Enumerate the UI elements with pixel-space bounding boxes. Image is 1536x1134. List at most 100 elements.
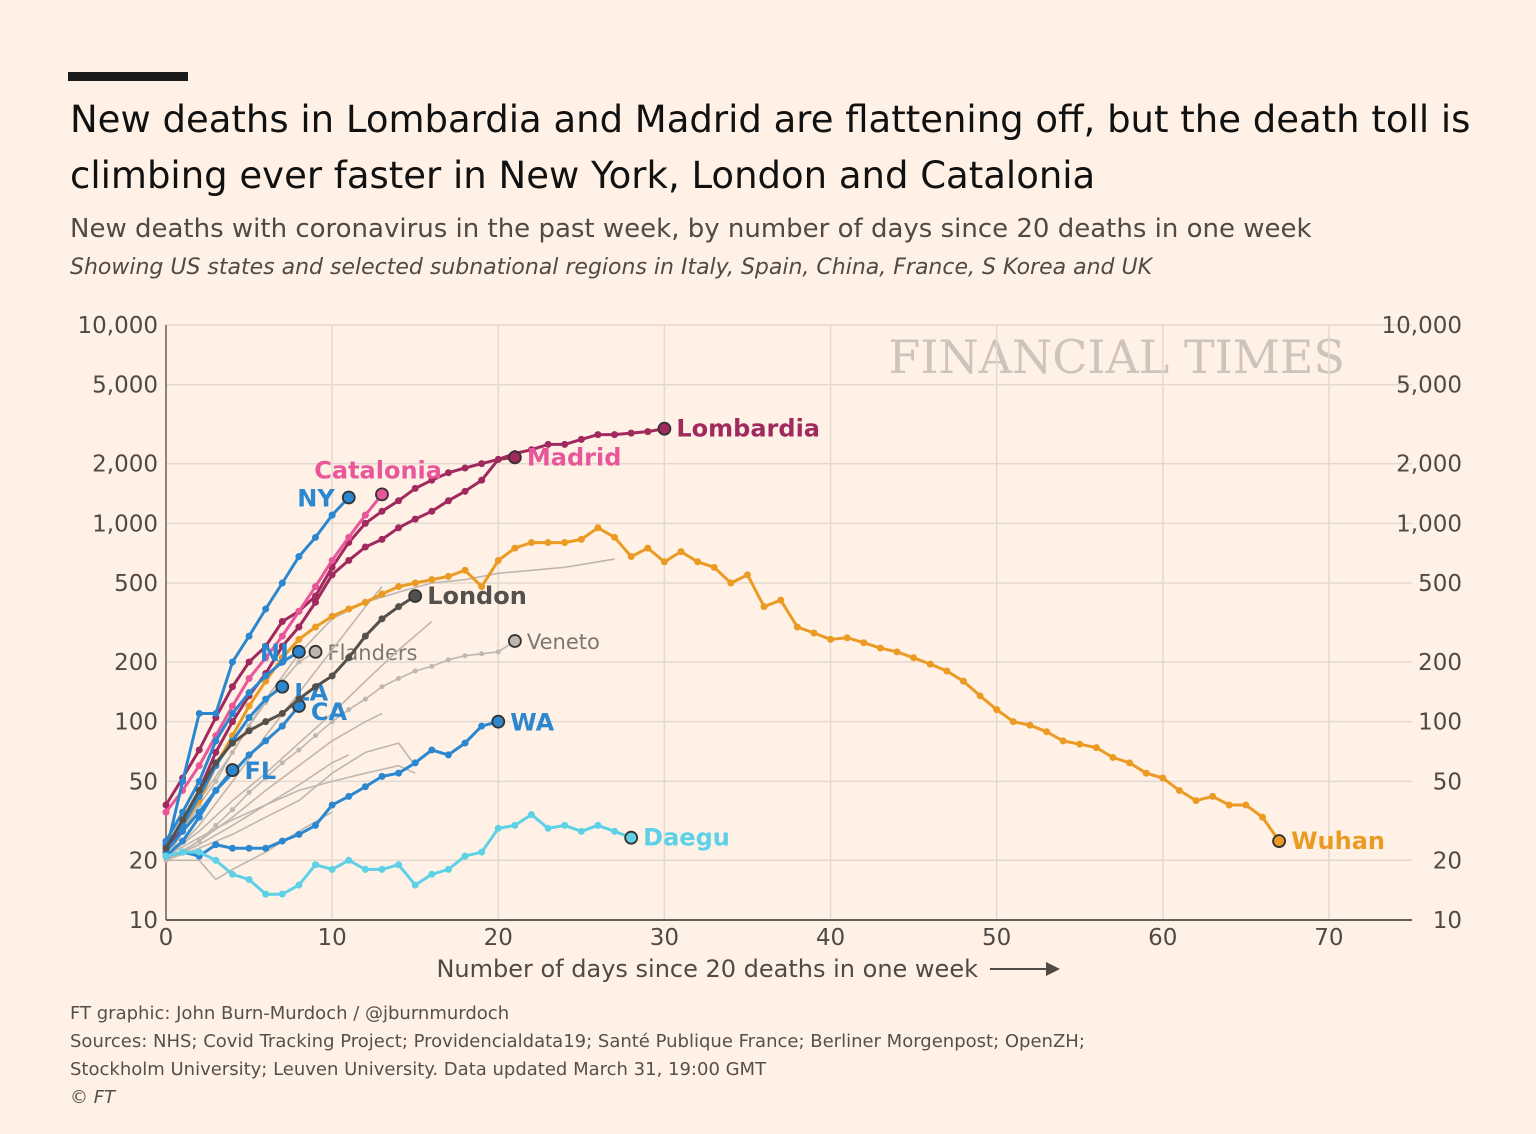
data-point [611,827,619,835]
data-point [213,778,219,784]
data-point [278,579,286,587]
data-point [577,435,585,443]
data-point [361,783,369,791]
data-point [1059,737,1067,745]
data-point [478,460,486,468]
series-line [165,754,350,857]
data-point [212,748,220,756]
series-fl: FL [162,757,276,860]
series-catalonia: Catalonia [162,456,442,816]
data-point [395,769,403,777]
data-point [346,707,352,713]
data-point [228,709,236,717]
data-point [295,695,303,703]
data-point [195,813,203,821]
data-point [478,848,486,856]
data-point [495,649,501,655]
series-end-marker [657,421,672,436]
series-label-lombardia: Lombardia [676,415,820,443]
gridlines [166,324,1412,921]
data-point [411,515,419,523]
data-point [312,623,320,631]
data-point [1009,718,1017,726]
data-point [212,786,220,794]
data-point [926,660,934,668]
series-line [165,813,632,896]
data-point [328,672,336,680]
y-tick-label-left: 50 [129,769,158,795]
x-tick-label: 30 [650,925,679,951]
series-wuhan: Wuhan [162,524,1385,855]
series-unlabelled [165,620,433,857]
data-point [1142,769,1150,777]
data-point [379,684,385,690]
data-point [494,556,502,564]
data-point [295,623,303,631]
data-point [228,739,236,747]
series-lombardia: Lombardia [162,415,820,856]
data-point [577,535,585,543]
series-line [165,620,433,857]
y-tick-label-right: 1,000 [1396,511,1462,537]
data-point [1209,792,1217,800]
series-end-marker [408,589,423,603]
data-point [727,579,735,587]
data-point [976,692,984,700]
data-point [827,635,835,643]
series-label-fl: FL [244,757,276,785]
data-point [793,623,801,631]
data-point [378,615,386,623]
data-point [295,881,303,889]
data-point [411,759,419,767]
data-point [328,612,336,620]
data-point [295,830,303,838]
data-point [262,695,270,703]
data-point [561,440,569,448]
series-unlabelled [165,742,416,862]
series-end-marker [225,763,240,777]
data-point [229,807,235,813]
data-point [959,677,967,685]
data-point [544,440,552,448]
y-tick-label-left: 20 [129,848,158,874]
data-point [710,563,718,571]
footer-credit: FT graphic: John Burn-Murdoch / @jburnmu… [70,1003,510,1024]
data-point [245,702,253,710]
series-flanders: Flanders [163,641,417,863]
data-point [312,533,320,541]
y-tick-label-right: 50 [1433,769,1462,795]
data-point [262,654,270,662]
data-point [511,544,519,552]
data-point [361,865,369,873]
data-point [594,821,602,829]
series-line [165,712,383,861]
series-line [165,764,416,862]
data-point [195,762,203,770]
data-point [395,861,403,869]
data-point [494,455,502,463]
data-point [1026,721,1034,729]
data-point [195,746,203,754]
series-label-catalonia: Catalonia [314,456,442,484]
data-point [412,668,418,674]
data-point [228,844,236,852]
data-point [361,632,369,640]
data-point [245,844,253,852]
data-point [195,848,203,856]
data-point [411,881,419,889]
data-point [627,553,635,561]
data-point [313,733,319,739]
data-point [444,497,452,505]
data-point [162,801,170,809]
data-point [361,543,369,551]
footer-sources-2: Stockholm University; Leuven University.… [70,1059,767,1080]
data-point [362,696,368,702]
data-point [228,870,236,878]
data-point [694,558,702,566]
data-point [1126,759,1134,767]
x-tick-label: 20 [484,925,513,951]
data-point [228,658,236,666]
chart-title: New deaths in Lombardia and Madrid are f… [70,98,1471,197]
data-point [312,683,320,691]
